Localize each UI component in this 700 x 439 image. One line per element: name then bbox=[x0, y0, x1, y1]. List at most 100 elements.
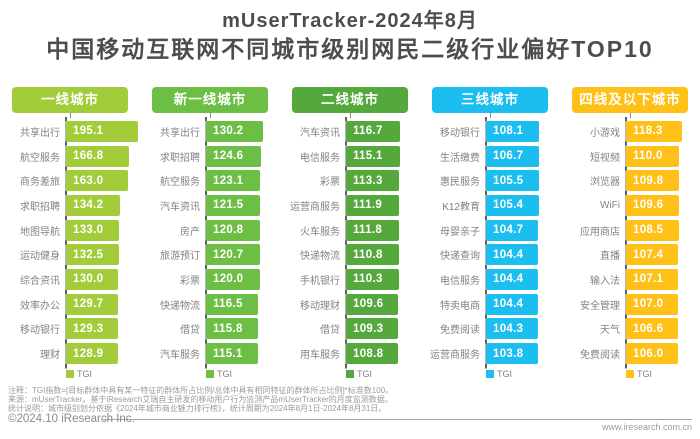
column-legend: TGI bbox=[206, 369, 280, 379]
tgi-bar: 166.8 bbox=[66, 145, 130, 167]
industry-label: 运营商服务 bbox=[290, 201, 340, 213]
column-rows: 共享出行 195.1 航空服务 166.8 商务差旅 163.0 求职招聘 134.2 地图导航… bbox=[0, 117, 140, 369]
column-rows: 共享出行 130.2 求职招聘 124.6 航空服务 123.1 汽车资讯 121.5 房产 12… bbox=[140, 117, 280, 369]
header-connector bbox=[209, 113, 211, 118]
tgi-bar: 116.5 bbox=[206, 293, 259, 315]
city-tier-column-3: 二线城市 汽车资讯 116.7 电信服务 115.1 彩票 113.3 运营商服务 111.9 火… bbox=[280, 87, 420, 379]
industry-label: 小游戏 bbox=[590, 127, 620, 139]
bar-value: 133.0 bbox=[73, 224, 104, 237]
header-connector bbox=[489, 113, 491, 118]
table-row: 天气 106.6 bbox=[560, 317, 700, 342]
table-row: 运营商服务 103.8 bbox=[420, 341, 560, 366]
legend-label: TGI bbox=[77, 369, 92, 379]
tgi-bar: 124.6 bbox=[206, 145, 261, 167]
tgi-bar: 108.8 bbox=[346, 343, 398, 365]
tgi-bar: 107.1 bbox=[626, 268, 679, 290]
tgi-bar: 134.2 bbox=[66, 194, 120, 216]
bar-value: 104.4 bbox=[493, 248, 524, 261]
tgi-bar: 105.5 bbox=[486, 170, 539, 192]
table-row: 航空服务 166.8 bbox=[0, 144, 140, 169]
industry-label: 房产 bbox=[180, 226, 200, 238]
footnote-line-3: 统计说明：城市级别划分依据《2024年城市商业魅力排行榜》，统计周期为2024年… bbox=[8, 403, 387, 413]
tgi-bar: 111.9 bbox=[346, 194, 399, 216]
column-legend: TGI bbox=[486, 369, 560, 379]
table-row: 共享出行 130.2 bbox=[140, 119, 280, 144]
footnote-line-1: 注释：TGI指数=[目标群体中具有某一特征的群体所占比例/总体中具有相同特征的群… bbox=[8, 386, 394, 395]
tgi-bar: 130.0 bbox=[66, 268, 119, 290]
tgi-bar: 116.7 bbox=[346, 120, 401, 142]
industry-label: 借贷 bbox=[320, 325, 340, 337]
table-row: 小游戏 118.3 bbox=[560, 119, 700, 144]
legend-label: TGI bbox=[637, 369, 652, 379]
table-row: 综合资讯 130.0 bbox=[0, 267, 140, 292]
footer-divider bbox=[103, 419, 692, 420]
bar-value: 116.5 bbox=[213, 298, 243, 311]
table-row: 短视频 110.0 bbox=[560, 144, 700, 169]
industry-label: 彩票 bbox=[320, 177, 340, 189]
table-row: 手机银行 110.3 bbox=[280, 267, 420, 292]
header-connector bbox=[69, 113, 71, 118]
tgi-bar: 109.6 bbox=[626, 194, 680, 216]
legend-label: TGI bbox=[357, 369, 372, 379]
table-row: 汽车资讯 121.5 bbox=[140, 193, 280, 218]
bar-value: 107.1 bbox=[633, 273, 664, 286]
table-row: 快递查询 104.4 bbox=[420, 242, 560, 267]
industry-label: 快递物流 bbox=[160, 300, 200, 312]
bar-value: 108.5 bbox=[633, 224, 664, 237]
table-row: WiFi 109.6 bbox=[560, 193, 700, 218]
table-row: 运动健身 132.5 bbox=[0, 242, 140, 267]
industry-label: 用车服务 bbox=[300, 350, 340, 362]
industry-label: 商务差旅 bbox=[20, 177, 60, 189]
bar-value: 109.6 bbox=[353, 298, 384, 311]
bar-value: 109.6 bbox=[633, 199, 664, 212]
tgi-bar: 133.0 bbox=[66, 219, 120, 241]
bar-value: 111.8 bbox=[353, 224, 383, 237]
tgi-bar: 113.3 bbox=[346, 170, 400, 192]
tgi-bar: 123.1 bbox=[206, 170, 261, 192]
industry-label: 短视频 bbox=[590, 152, 620, 164]
industry-label: 输入法 bbox=[590, 275, 620, 287]
table-row: 理财 128.9 bbox=[0, 341, 140, 366]
bar-value: 120.0 bbox=[213, 273, 244, 286]
industry-label: 手机银行 bbox=[300, 275, 340, 287]
industry-label: 汽车服务 bbox=[160, 350, 200, 362]
tgi-bar: 118.3 bbox=[626, 120, 682, 142]
tgi-bar: 103.8 bbox=[486, 343, 538, 365]
tgi-bar: 104.7 bbox=[486, 219, 539, 241]
column-axis-line bbox=[65, 117, 67, 369]
column-legend: TGI bbox=[66, 369, 140, 379]
column-axis-line bbox=[625, 117, 627, 369]
table-row: 移动银行 129.3 bbox=[0, 317, 140, 342]
industry-label: 移动理财 bbox=[300, 300, 340, 312]
bar-value: 105.5 bbox=[493, 174, 524, 187]
table-row: 借贷 109.3 bbox=[280, 317, 420, 342]
bar-value: 163.0 bbox=[73, 174, 104, 187]
bar-value: 115.1 bbox=[353, 150, 383, 163]
industry-label: 地图导航 bbox=[20, 226, 60, 238]
industry-label: 安全管理 bbox=[580, 300, 620, 312]
footnotes: 注释：TGI指数=[目标群体中具有某一特征的群体所占比例/总体中具有相同特征的群… bbox=[8, 386, 488, 413]
column-axis-line bbox=[485, 117, 487, 369]
table-row: 移动银行 108.1 bbox=[420, 119, 560, 144]
bar-value: 108.1 bbox=[493, 125, 524, 138]
bar-value: 104.4 bbox=[493, 298, 524, 311]
table-row: 航空服务 123.1 bbox=[140, 168, 280, 193]
tgi-bar: 106.0 bbox=[626, 343, 678, 365]
industry-label: 快递物流 bbox=[300, 251, 340, 263]
bar-value: 115.8 bbox=[213, 322, 243, 335]
tgi-bar: 108.5 bbox=[626, 219, 679, 241]
table-row: 输入法 107.1 bbox=[560, 267, 700, 292]
tgi-bar: 115.1 bbox=[346, 145, 400, 167]
tgi-bar: 104.4 bbox=[486, 268, 539, 290]
bar-value: 134.2 bbox=[73, 199, 104, 212]
table-row: 浏览器 109.8 bbox=[560, 168, 700, 193]
bar-value: 109.3 bbox=[353, 322, 384, 335]
table-row: 特卖电商 104.4 bbox=[420, 292, 560, 317]
bar-value: 110.0 bbox=[633, 150, 663, 163]
bar-value: 166.8 bbox=[73, 150, 104, 163]
industry-label: 生活缴费 bbox=[440, 152, 480, 164]
legend-color-swatch bbox=[486, 370, 494, 378]
column-legend: TGI bbox=[346, 369, 420, 379]
tgi-bar: 109.8 bbox=[626, 170, 680, 192]
table-row: 旅游预订 120.7 bbox=[140, 242, 280, 267]
